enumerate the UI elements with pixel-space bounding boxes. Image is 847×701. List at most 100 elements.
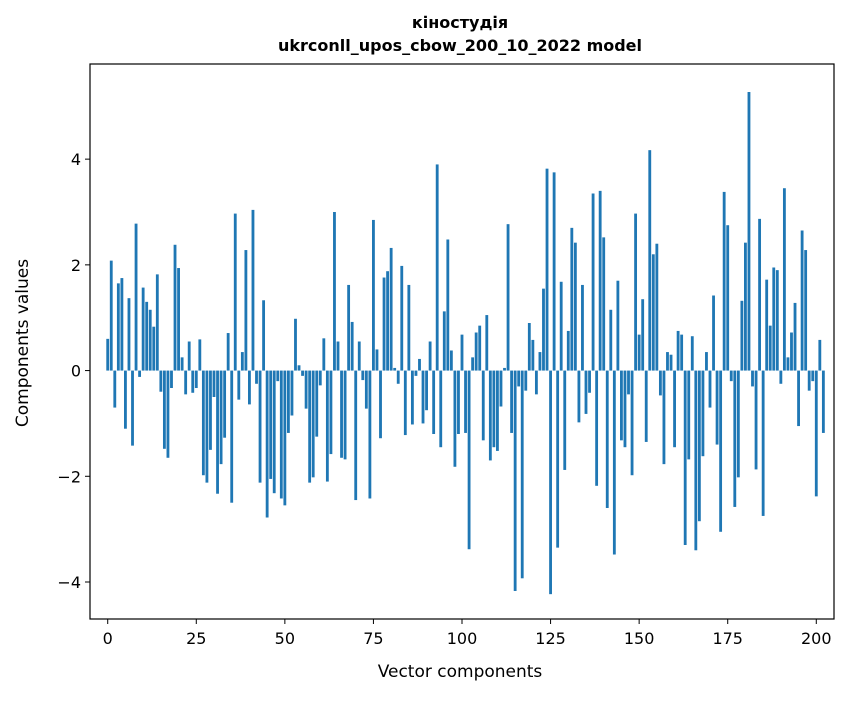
bar-53 xyxy=(294,318,297,371)
bar-38 xyxy=(240,352,244,371)
bar-121 xyxy=(534,370,538,395)
bar-105 xyxy=(478,325,482,371)
bar-21 xyxy=(180,357,184,371)
bar-43 xyxy=(258,370,262,483)
bar-3 xyxy=(116,283,120,371)
bar-65 xyxy=(336,341,340,371)
bar-125 xyxy=(549,370,552,595)
bar-161 xyxy=(676,330,680,371)
bar-133 xyxy=(577,370,581,423)
bar-158 xyxy=(666,352,669,371)
bar-24 xyxy=(191,370,195,393)
bar-48 xyxy=(276,370,280,382)
bar-16 xyxy=(162,370,166,449)
x-tick-label: 100 xyxy=(447,629,478,648)
bars xyxy=(106,92,825,595)
bar-106 xyxy=(481,370,485,441)
bar-194 xyxy=(793,302,797,371)
bar-94 xyxy=(439,370,443,448)
y-tick-label: 0 xyxy=(71,362,81,381)
bar-182 xyxy=(751,370,754,387)
bar-83 xyxy=(400,265,404,371)
bar-128 xyxy=(559,281,563,371)
bar-183 xyxy=(754,370,758,470)
bar-86 xyxy=(410,370,414,425)
bar-52 xyxy=(290,370,294,416)
bar-55 xyxy=(301,370,304,376)
bar-45 xyxy=(265,370,269,518)
bar-82 xyxy=(396,370,400,384)
bar-144 xyxy=(616,280,620,371)
bar-168 xyxy=(701,370,705,457)
bar-0 xyxy=(106,338,110,371)
bar-162 xyxy=(680,334,684,371)
chart-title: кіностудія xyxy=(412,13,508,32)
bar-137 xyxy=(591,193,595,371)
bar-101 xyxy=(464,370,467,433)
bar-96 xyxy=(446,239,450,371)
bar-195 xyxy=(797,370,800,427)
bar-17 xyxy=(166,370,170,458)
bar-42 xyxy=(255,370,258,384)
bar-60 xyxy=(318,370,322,386)
bar-23 xyxy=(187,341,191,371)
bar-7 xyxy=(131,370,134,446)
bar-189 xyxy=(775,270,779,371)
bar-141 xyxy=(605,370,609,508)
bar-46 xyxy=(269,370,273,479)
bar-130 xyxy=(566,330,570,371)
bar-119 xyxy=(527,323,531,371)
bar-70 xyxy=(354,370,358,501)
bar-145 xyxy=(620,370,623,441)
bar-88 xyxy=(418,358,421,371)
bar-66 xyxy=(340,370,343,458)
bar-15 xyxy=(159,370,163,392)
bar-193 xyxy=(790,332,793,371)
bar-163 xyxy=(683,370,687,545)
bar-201 xyxy=(818,339,822,371)
bar-56 xyxy=(304,370,308,409)
bar-13 xyxy=(152,326,156,371)
y-axis-ticks: −4 −2 0 2 4 xyxy=(57,150,90,592)
bar-8 xyxy=(134,223,138,371)
bar-81 xyxy=(393,367,397,371)
bar-35 xyxy=(230,370,234,503)
bar-149 xyxy=(634,213,638,371)
bar-67 xyxy=(343,370,347,460)
bar-27 xyxy=(201,370,205,476)
bar-73 xyxy=(364,370,368,409)
bar-127 xyxy=(556,370,560,548)
bar-74 xyxy=(368,370,372,499)
bar-123 xyxy=(542,288,545,371)
bar-199 xyxy=(811,370,815,382)
bar-34 xyxy=(226,333,230,371)
bar-154 xyxy=(651,254,655,371)
bar-85 xyxy=(407,284,411,371)
bar-151 xyxy=(641,299,645,371)
bar-198 xyxy=(807,370,811,391)
bar-120 xyxy=(531,339,535,371)
bar-75 xyxy=(372,219,375,371)
bar-150 xyxy=(637,334,641,371)
y-tick-label: 4 xyxy=(71,150,81,169)
bar-77 xyxy=(379,370,382,439)
bar-84 xyxy=(403,370,407,436)
bar-50 xyxy=(283,370,287,506)
x-axis-label: Vector components xyxy=(378,662,543,682)
x-tick-label: 200 xyxy=(801,629,832,648)
bar-57 xyxy=(308,370,312,483)
bar-187 xyxy=(768,325,772,371)
bar-37 xyxy=(237,370,241,400)
bar-5 xyxy=(124,370,127,429)
bar-40 xyxy=(248,370,251,405)
x-tick-label: 175 xyxy=(712,629,743,648)
bar-134 xyxy=(581,284,584,371)
bar-180 xyxy=(744,242,747,371)
bar-63 xyxy=(329,370,333,455)
bar-20 xyxy=(177,268,180,371)
bar-98 xyxy=(453,370,457,467)
bar-30 xyxy=(212,370,216,397)
bar-49 xyxy=(279,370,283,499)
